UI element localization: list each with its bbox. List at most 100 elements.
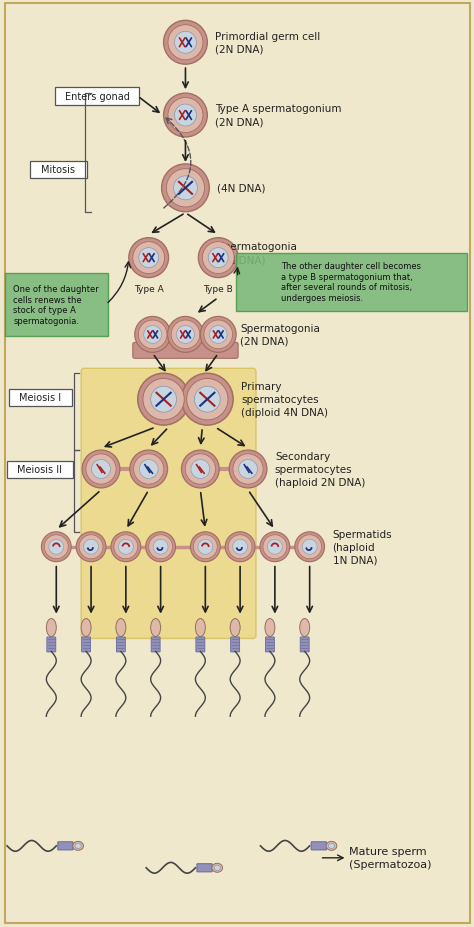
Circle shape (182, 374, 233, 425)
Circle shape (129, 238, 169, 278)
Circle shape (166, 170, 205, 208)
FancyBboxPatch shape (151, 637, 160, 653)
Text: Spermatogonia
(2N DNA): Spermatogonia (2N DNA) (240, 324, 320, 347)
Text: Meiosis I: Meiosis I (19, 393, 62, 402)
Circle shape (187, 379, 228, 421)
Ellipse shape (75, 844, 81, 848)
Circle shape (202, 242, 234, 274)
Circle shape (82, 451, 120, 489)
Text: Mitosis: Mitosis (41, 165, 75, 174)
FancyBboxPatch shape (236, 253, 466, 312)
Circle shape (263, 535, 287, 559)
Circle shape (139, 460, 158, 479)
Text: One of the daughter
cells renews the
stock of type A
spermatogonia.: One of the daughter cells renews the sto… (13, 286, 99, 325)
Text: Enters gonad: Enters gonad (64, 92, 129, 102)
Circle shape (233, 540, 247, 554)
Circle shape (201, 317, 236, 353)
Circle shape (225, 532, 255, 562)
Circle shape (173, 177, 197, 200)
Ellipse shape (81, 619, 91, 637)
Circle shape (79, 535, 103, 559)
Circle shape (139, 248, 159, 268)
FancyBboxPatch shape (7, 462, 73, 478)
Circle shape (204, 321, 233, 349)
FancyBboxPatch shape (55, 88, 139, 106)
Circle shape (153, 540, 168, 554)
Circle shape (138, 374, 190, 425)
Circle shape (191, 532, 220, 562)
FancyBboxPatch shape (311, 842, 327, 850)
Circle shape (162, 165, 210, 212)
Circle shape (45, 535, 68, 559)
Ellipse shape (300, 619, 310, 637)
FancyBboxPatch shape (5, 5, 470, 922)
Circle shape (171, 321, 200, 349)
FancyBboxPatch shape (82, 637, 91, 653)
Circle shape (149, 535, 173, 559)
Circle shape (238, 460, 257, 479)
Circle shape (130, 451, 168, 489)
Text: Primordial germ cell
(2N DNA): Primordial germ cell (2N DNA) (215, 32, 320, 55)
Circle shape (86, 454, 116, 485)
Circle shape (233, 454, 263, 485)
Ellipse shape (195, 619, 205, 637)
Text: (4N DNA): (4N DNA) (217, 184, 266, 194)
Circle shape (228, 535, 252, 559)
Text: The other daughter cell becomes
a type B spermatogonium that,
after several roun: The other daughter cell becomes a type B… (282, 262, 421, 302)
Circle shape (194, 387, 220, 413)
FancyBboxPatch shape (300, 637, 309, 653)
Circle shape (168, 317, 203, 353)
Ellipse shape (328, 844, 335, 848)
Circle shape (135, 317, 171, 353)
Circle shape (210, 326, 227, 344)
Circle shape (168, 98, 203, 133)
Text: Spermatogonia
(2N DNA): Spermatogonia (2N DNA) (217, 242, 297, 265)
Circle shape (229, 451, 267, 489)
Ellipse shape (73, 842, 83, 850)
Text: Type A: Type A (134, 285, 164, 293)
Circle shape (164, 94, 207, 138)
Text: Secondary
spermatocytes
(haploid 2N DNA): Secondary spermatocytes (haploid 2N DNA) (275, 451, 365, 488)
Ellipse shape (326, 842, 337, 850)
FancyBboxPatch shape (197, 864, 212, 872)
Ellipse shape (116, 619, 126, 637)
Circle shape (133, 242, 164, 274)
Circle shape (295, 532, 325, 562)
Circle shape (298, 535, 321, 559)
Circle shape (76, 532, 106, 562)
Circle shape (208, 248, 228, 268)
Circle shape (49, 540, 64, 554)
FancyBboxPatch shape (265, 637, 274, 653)
FancyBboxPatch shape (81, 369, 256, 639)
Circle shape (41, 532, 71, 562)
Circle shape (302, 540, 317, 554)
Circle shape (185, 454, 216, 485)
Circle shape (118, 540, 133, 554)
Circle shape (111, 532, 141, 562)
Ellipse shape (230, 619, 240, 637)
Circle shape (151, 387, 176, 413)
Circle shape (174, 32, 196, 54)
Circle shape (267, 540, 283, 554)
FancyBboxPatch shape (9, 389, 72, 407)
Circle shape (138, 321, 167, 349)
Text: Type B: Type B (203, 285, 233, 293)
Circle shape (144, 326, 162, 344)
Circle shape (168, 26, 203, 61)
Circle shape (164, 21, 207, 65)
FancyBboxPatch shape (47, 637, 56, 653)
Ellipse shape (265, 619, 275, 637)
Circle shape (260, 532, 290, 562)
Circle shape (114, 535, 138, 559)
FancyBboxPatch shape (117, 637, 125, 653)
Ellipse shape (214, 865, 220, 870)
Circle shape (143, 379, 184, 421)
FancyBboxPatch shape (133, 343, 238, 359)
Circle shape (146, 532, 175, 562)
Circle shape (193, 535, 217, 559)
Circle shape (176, 326, 194, 344)
Text: Spermatids
(haploid
1N DNA): Spermatids (haploid 1N DNA) (333, 529, 392, 565)
FancyBboxPatch shape (231, 637, 240, 653)
FancyBboxPatch shape (5, 273, 108, 337)
FancyBboxPatch shape (58, 842, 73, 850)
